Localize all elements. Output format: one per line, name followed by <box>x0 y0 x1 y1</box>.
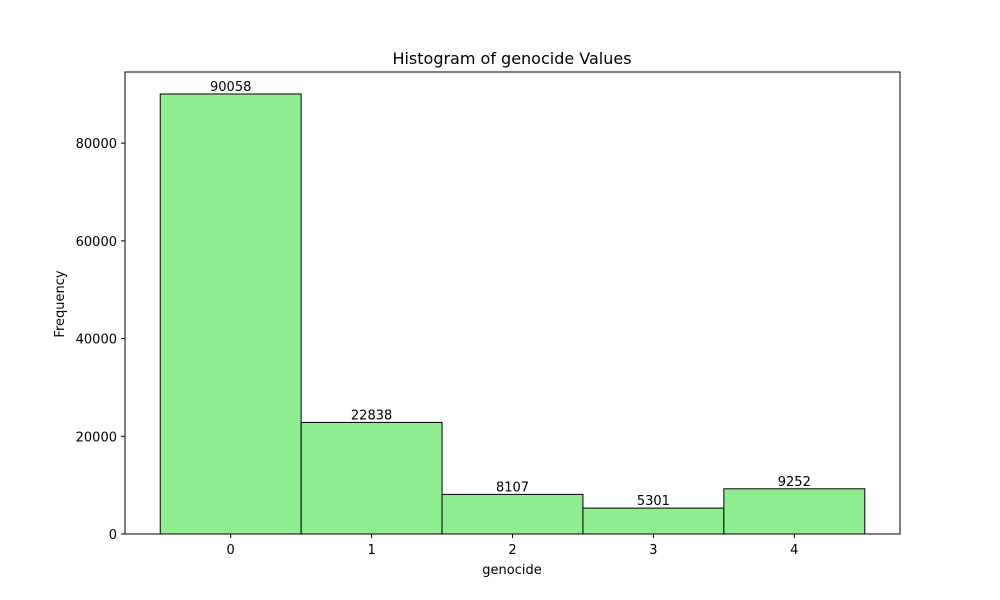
y-tick-label-80000: 80000 <box>76 137 117 152</box>
y-tick-label-20000: 20000 <box>76 430 117 445</box>
x-tick-label-1: 1 <box>367 543 375 558</box>
bar-2 <box>441 493 584 535</box>
y-tick-label-0: 0 <box>109 528 117 543</box>
bar-3 <box>582 507 725 535</box>
bar-label-1: 22838 <box>351 408 392 423</box>
bar-label-0: 90058 <box>210 80 251 95</box>
bar-0 <box>159 93 302 535</box>
y-axis-ticks: 0 20000 40000 60000 80000 <box>76 137 125 543</box>
y-tick-label-60000: 60000 <box>76 235 117 250</box>
y-tick-label-40000: 40000 <box>76 333 117 348</box>
bar-label-3: 5301 <box>637 494 670 509</box>
bar-4 <box>723 488 866 535</box>
x-tick-label-0: 0 <box>227 543 235 558</box>
x-tick-label-4: 4 <box>790 543 798 558</box>
x-tick-label-2: 2 <box>508 543 516 558</box>
x-axis-ticks: 0 1 2 3 4 <box>227 534 798 558</box>
bar-label-4: 9252 <box>778 475 811 490</box>
x-axis-label: genocide <box>482 563 541 578</box>
bar-1 <box>300 421 443 535</box>
bar-label-2: 8107 <box>496 480 529 495</box>
x-tick-label-3: 3 <box>649 543 657 558</box>
chart-title: Histogram of genocide Values <box>392 49 631 68</box>
bars-group <box>159 93 866 535</box>
y-axis-label: Frequency <box>53 270 68 337</box>
plot-frame <box>124 71 901 535</box>
bar-labels-group: 90058 22838 8107 5301 9252 <box>210 80 811 509</box>
